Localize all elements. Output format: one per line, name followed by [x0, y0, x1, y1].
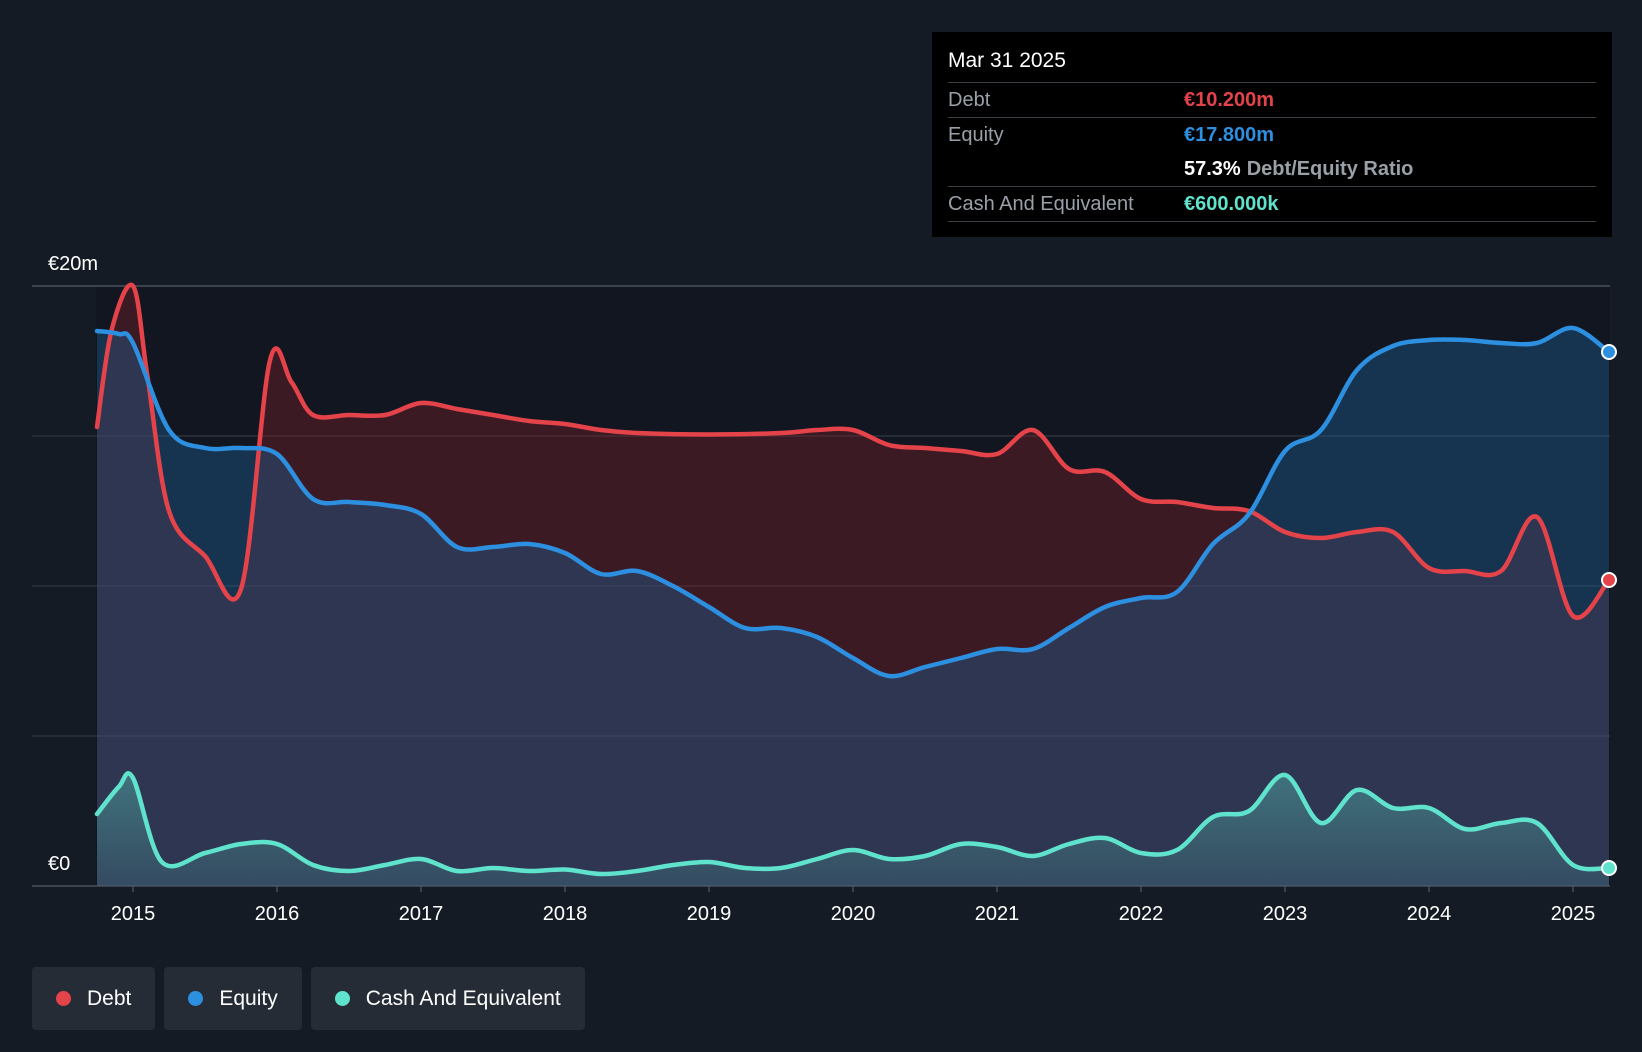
x-tick-label: 2023	[1263, 903, 1308, 925]
cash-and-equivalent-end-marker	[1601, 860, 1617, 876]
x-tick-label: 2025	[1551, 903, 1596, 925]
debt-area	[97, 284, 1609, 886]
debt-dot-icon	[56, 991, 71, 1006]
debt-equity-chart: 2015 2016 2017 2018 2019 2020 2021 2022 2023 2024…	[32, 253, 1617, 925]
series-areas	[97, 284, 1609, 887]
legend-item-equity[interactable]: Equity	[164, 967, 302, 1030]
y-tick-label-min: €0	[48, 853, 70, 875]
y-tick-label-max: €20m	[48, 253, 98, 275]
x-tick-label: 2019	[687, 903, 732, 925]
x-tick-label: 2017	[399, 903, 444, 925]
debt-end-marker	[1601, 572, 1617, 588]
equity-area	[97, 327, 1609, 887]
tooltip-equity-value: €17.800m	[1184, 124, 1275, 146]
x-tick-label: 2021	[975, 903, 1020, 925]
x-axis: 2015 2016 2017 2018 2019 2020 2021 2022 2023 2024…	[111, 886, 1596, 925]
x-tick-label: 2024	[1407, 903, 1452, 925]
equity-line	[94, 325, 1612, 679]
legend-equity-label: Equity	[219, 986, 278, 1010]
tooltip-date: Mar 31 2025	[948, 46, 1596, 83]
series-lines	[94, 282, 1612, 877]
legend-debt-label: Debt	[87, 986, 132, 1010]
x-tick-label: 2022	[1119, 903, 1164, 925]
tooltip-panel: Mar 31 2025 Debt €10.200m Equity €17.800…	[932, 32, 1612, 237]
tooltip-row-debt: Debt €10.200m	[948, 83, 1596, 118]
equity-dot-icon	[188, 991, 204, 1006]
x-tick-label: 2018	[543, 903, 588, 925]
tooltip-cash-value: €600.000k	[1184, 193, 1279, 215]
debt-line	[94, 282, 1612, 620]
tooltip-debt-value: €10.200m	[1184, 89, 1275, 111]
x-tick-label: 2016	[255, 903, 300, 925]
tooltip-row-ratio: 57.3% Debt/Equity Ratio	[948, 152, 1596, 187]
series-end-markers	[1601, 344, 1617, 876]
cash-dot-icon	[334, 991, 350, 1006]
legend-item-cash[interactable]: Cash And Equivalent	[310, 967, 585, 1030]
tooltip-debt-label: Debt	[948, 89, 991, 111]
cash-and-equivalent-area	[97, 773, 1609, 886]
tooltip-equity-label: Equity	[948, 124, 1004, 146]
legend-cash-label: Cash And Equivalent	[365, 986, 561, 1010]
tooltip-ratio: 57.3% Debt/Equity Ratio	[1184, 152, 1413, 186]
tooltip-ratio-spacer	[948, 152, 1184, 186]
tooltip-ratio-value: 57.3%	[1184, 158, 1241, 180]
x-tick-label: 2020	[831, 903, 876, 925]
cash-and-equivalent-line	[94, 771, 1612, 877]
equity-end-marker	[1601, 344, 1617, 360]
x-tick-label: 2015	[111, 903, 156, 925]
legend: Debt Equity Cash And Equivalent	[32, 967, 585, 1030]
tooltip-row-equity: Equity €17.800m	[948, 118, 1596, 152]
tooltip-ratio-label: Debt/Equity Ratio	[1246, 158, 1414, 180]
legend-item-debt[interactable]: Debt	[32, 967, 156, 1030]
tooltip-row-cash: Cash And Equivalent €600.000k	[948, 187, 1596, 222]
tooltip-cash-label: Cash And Equivalent	[948, 193, 1134, 215]
